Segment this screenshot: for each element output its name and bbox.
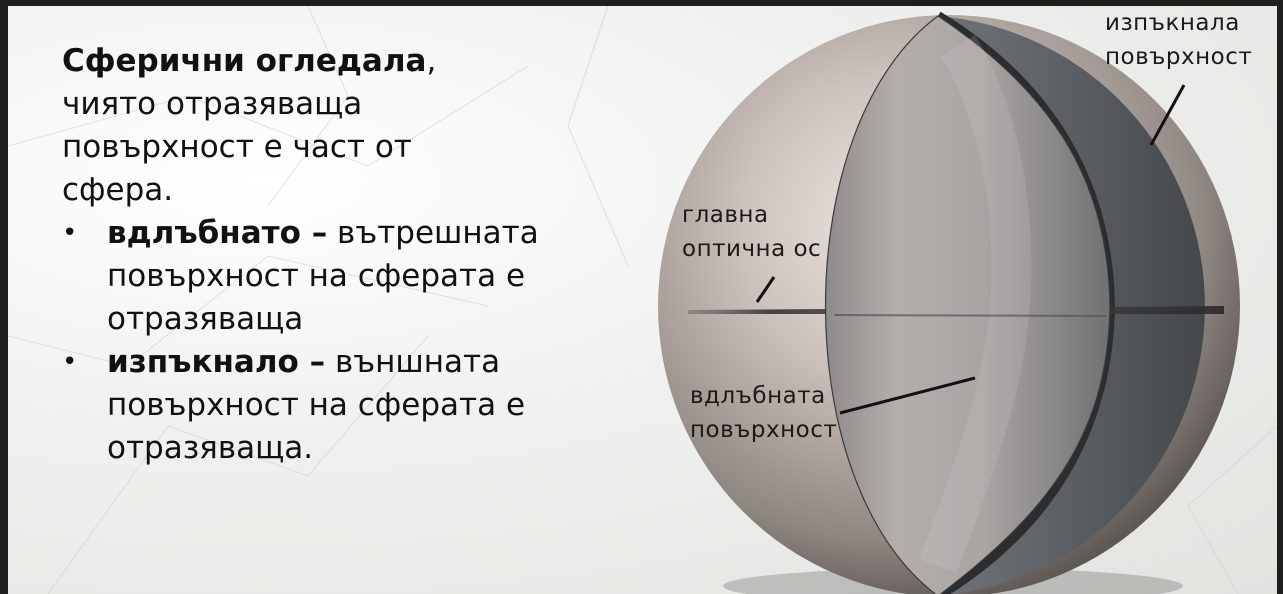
crumpled-paper-background	[8, 6, 1277, 594]
label-line: повърхност	[1105, 44, 1253, 70]
pointer-convex	[1149, 84, 1186, 146]
label-line: оптична ос	[682, 236, 822, 262]
label-line: повърхност	[690, 417, 838, 443]
mirror-types-list: • вдлъбнато – вътрешната повърхност на сф…	[62, 212, 622, 470]
label-convex-surface: изпъкнала повърхност	[1105, 6, 1252, 74]
concave-surface	[824, 15, 1111, 594]
concave-description: вътрешната повърхност на сферата е отраз…	[107, 215, 539, 337]
concave-highlight	[919, 35, 1032, 574]
bullet-icon: •	[62, 218, 78, 248]
label-line: изпъкнала	[1105, 10, 1240, 36]
slide: Сферични огледала, чиято отразяваща повъ…	[8, 6, 1277, 594]
definition-paragraph: Сферични огледала, чиято отразяваща повъ…	[62, 40, 442, 212]
optical-axis-inner	[833, 314, 1107, 317]
definition-text: , чиято отразяваща повърхност е част от …	[62, 43, 437, 208]
spherical-mirror-diagram	[658, 11, 1240, 594]
term-convex: изпъкнало –	[107, 344, 326, 380]
convex-shell	[938, 16, 1205, 594]
description-text: Сферични огледала, чиято отразяваща повъ…	[62, 40, 622, 470]
pointer-axis	[755, 276, 776, 303]
label-concave-surface: вдлъбната повърхност	[690, 379, 837, 447]
list-item-concave: • вдлъбнато – вътрешната повърхност на сф…	[62, 212, 547, 341]
label-line: главна	[682, 202, 769, 228]
bullet-icon: •	[62, 347, 78, 377]
label-optical-axis: главна оптична ос	[682, 198, 821, 266]
term-spherical-mirrors: Сферични огледала	[62, 43, 427, 79]
term-concave: вдлъбнато –	[107, 215, 328, 251]
label-line: вдлъбната	[690, 383, 826, 409]
convex-description: външната повърхност на сферата е отразяв…	[107, 344, 526, 466]
pointer-concave	[839, 376, 976, 415]
list-item-convex: • изпъкнало – външната повърхност на сфер…	[62, 341, 547, 470]
